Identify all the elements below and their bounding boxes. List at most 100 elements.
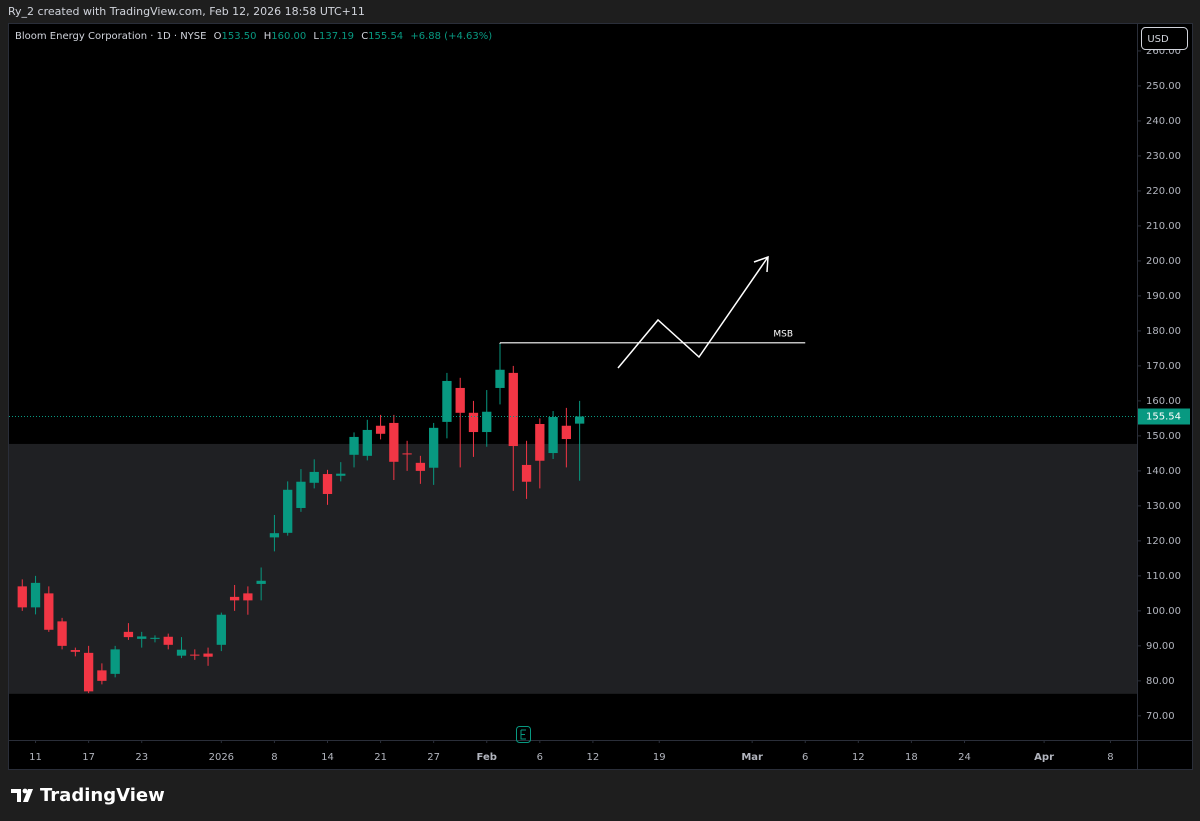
y-tick-label: 130.00 [1146, 501, 1181, 512]
y-tick-label: 170.00 [1146, 361, 1181, 372]
ohlc-key: O [214, 31, 222, 42]
y-tick-label: 100.00 [1146, 606, 1181, 617]
ohlc-key: C [361, 31, 368, 42]
x-tick-label: 2026 [209, 752, 234, 763]
candle-body [83, 652, 94, 692]
x-tick-label: 6 [802, 752, 808, 763]
x-tick-label: 11 [29, 752, 42, 763]
ohlc-value: 160.00 [271, 31, 306, 42]
ohlc-value: 137.19 [319, 31, 354, 42]
candle-body [176, 649, 187, 656]
zone [9, 443, 1137, 694]
y-tick-label: 150.00 [1146, 431, 1181, 442]
brand: TradingView [40, 785, 165, 806]
candle-body [495, 369, 505, 388]
x-tick-label: Apr [1034, 752, 1054, 763]
candle-body [123, 631, 134, 638]
candle-body [508, 372, 518, 447]
candle-body [309, 471, 319, 483]
msb-label: MSB [773, 329, 793, 339]
candle-body [203, 653, 213, 657]
y-tick-label: 240.00 [1146, 116, 1181, 127]
arrow-head [753, 255, 769, 273]
candle-body [535, 423, 545, 461]
brand-logo [11, 788, 33, 802]
candle-body [548, 416, 558, 454]
x-tick-label: 8 [271, 752, 277, 763]
y-tick-label: 200.00 [1146, 256, 1181, 267]
x-tick-label: 12 [852, 752, 865, 763]
ohlc-key: H [264, 31, 272, 42]
header-text: Ry_2 created with TradingView.com, Feb 1… [8, 5, 365, 18]
candle-body [256, 580, 266, 584]
y-tick-label: 260.00 [1146, 46, 1181, 57]
x-tick-label: 21 [374, 752, 387, 763]
candle-body [296, 481, 306, 508]
ohlc-value: 155.54 [368, 31, 403, 42]
candle-body [30, 582, 41, 608]
candle-body [163, 636, 173, 645]
y-tick-label: 70.00 [1146, 711, 1175, 722]
x-tick-label: 27 [427, 752, 440, 763]
y-tick-label: 250.00 [1146, 81, 1181, 92]
candle-body [110, 649, 120, 674]
x-tick-label: 17 [82, 752, 95, 763]
candle-body [482, 411, 492, 433]
candle-body [243, 593, 253, 601]
candle-body [190, 654, 200, 656]
y-tick-label: 220.00 [1146, 186, 1181, 197]
projection-arrow [617, 256, 769, 369]
y-tick-label: 90.00 [1146, 641, 1175, 652]
x-tick-label: 12 [587, 752, 600, 763]
axis-layer: 70.00 80.00 90.00 100.00 110.00 120.00 130.00 1… [29, 46, 1190, 763]
candle-body [322, 474, 333, 494]
candle-layer: MSB [9, 329, 1137, 694]
y-tick-label: 230.00 [1146, 151, 1181, 162]
candle-body [336, 473, 346, 476]
candle-body [70, 650, 80, 652]
y-tick-label: 210.00 [1146, 221, 1181, 232]
change: +6.88 (+4.63%) [410, 31, 492, 42]
candle-body [349, 436, 359, 455]
ohlc-value: 153.50 [222, 31, 257, 42]
candle-body [574, 416, 585, 424]
candle-body [137, 636, 147, 639]
y-tick-label: 80.00 [1146, 676, 1175, 687]
zone-layer [9, 443, 1137, 694]
ohlc-key: L [313, 31, 319, 42]
last-price-label: 155.54 [1146, 412, 1181, 423]
x-tick-label: 18 [905, 752, 918, 763]
x-tick-label: 24 [958, 752, 971, 763]
candle-body [455, 387, 465, 413]
candle-body [389, 422, 399, 462]
legend: Bloom Energy Corporation · 1D · NYSE O15… [15, 31, 492, 42]
candle-body [402, 453, 412, 455]
x-tick-label: Feb [477, 752, 497, 763]
candle-body [150, 637, 160, 639]
x-tick-label: 19 [653, 752, 666, 763]
y-tick-label: 120.00 [1146, 536, 1181, 547]
earnings-marker[interactable] [516, 726, 531, 743]
candle-body [442, 380, 452, 422]
currency-button[interactable] [1141, 27, 1188, 50]
x-tick-label: 23 [135, 752, 148, 763]
x-tick-label: 8 [1107, 752, 1113, 763]
x-tick-label: 14 [321, 752, 334, 763]
candle-body [429, 427, 439, 468]
currency[interactable]: USD [1147, 34, 1169, 45]
y-tick-label: 110.00 [1146, 571, 1181, 582]
y-tick-label: 190.00 [1146, 291, 1181, 302]
candle-body [283, 489, 293, 533]
y-tick-label: 140.00 [1146, 466, 1181, 477]
candle-body [375, 425, 386, 434]
candle-body [17, 586, 27, 608]
candle-body [269, 533, 280, 538]
y-tick-label: 180.00 [1146, 326, 1181, 337]
y-tick-label: 160.00 [1146, 396, 1181, 407]
candle-body [57, 621, 67, 646]
candle-body [216, 614, 226, 645]
candle-body [415, 462, 426, 471]
last-price-box [1138, 408, 1190, 425]
title: Bloom Energy Corporation · 1D · NYSE [15, 31, 206, 42]
